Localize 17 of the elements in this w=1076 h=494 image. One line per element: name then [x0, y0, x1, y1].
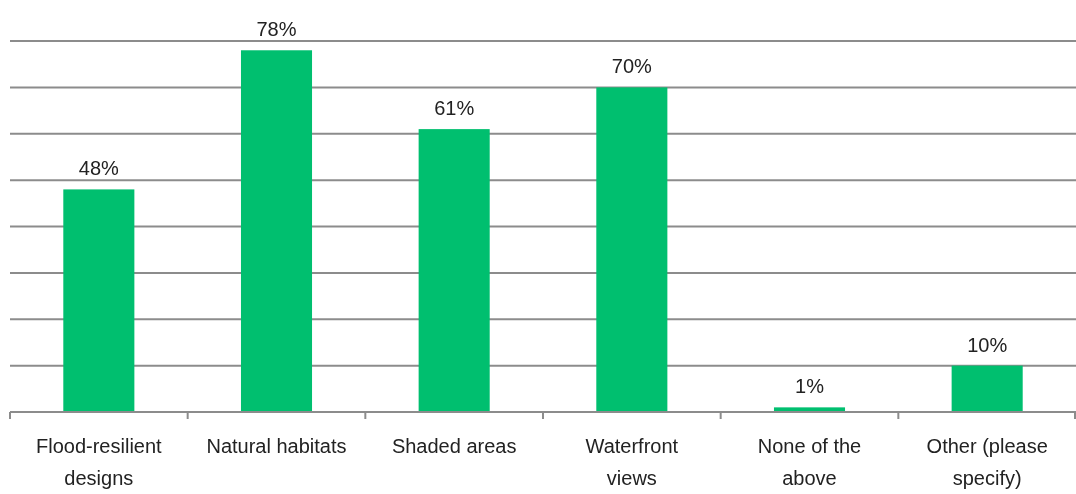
data-label: 48%: [78, 157, 120, 180]
data-label: 70%: [611, 55, 653, 78]
x-tick-label: Shaded areas: [391, 435, 517, 457]
x-tick-label: Waterfront views: [585, 435, 679, 489]
data-label: 10%: [967, 333, 1008, 356]
data-label: 78%: [256, 18, 297, 41]
data-label: 1%: [795, 375, 825, 398]
x-tick-label: Other (please specify): [926, 435, 1048, 489]
x-tick-label: Natural habitats: [206, 435, 347, 457]
bar: [596, 87, 668, 412]
bar: [951, 365, 1023, 412]
x-tick-label: Flood-resilient designs: [36, 435, 163, 489]
bar: [63, 189, 135, 412]
data-label: 61%: [434, 97, 475, 120]
bar: [240, 50, 313, 412]
x-tick-label: None of the above: [757, 435, 862, 489]
bar: [418, 129, 490, 412]
